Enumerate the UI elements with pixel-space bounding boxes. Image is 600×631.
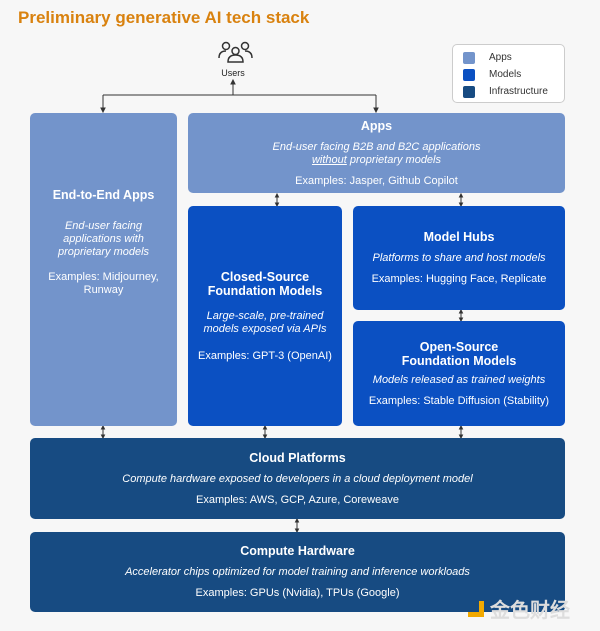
models-swatch (463, 68, 475, 81)
compute-hardware-box: Compute Hardware Accelerator chips optim… (30, 532, 565, 612)
legend: Apps Models Infrastructure (452, 44, 565, 103)
model-hubs-box: Model Hubs Platforms to share and host m… (353, 206, 565, 310)
box-examples: Examples: Jasper, Github Copilot (295, 174, 458, 187)
apps-swatch (463, 51, 475, 64)
watermark-text: 金色财经 (490, 600, 570, 622)
box-title: Compute Hardware (240, 544, 355, 558)
open-source-models-box: Open-Source Foundation Models Models rel… (353, 321, 565, 426)
box-examples: Examples: Midjourney, Runway (48, 271, 159, 296)
box-description: Accelerator chips optimized for model tr… (125, 566, 470, 578)
box-examples: Examples: AWS, GCP, Azure, Coreweave (196, 493, 399, 506)
users-icon (218, 41, 253, 63)
box-examples: Examples: Hugging Face, Replicate (371, 273, 547, 285)
legend-item-models: Models (463, 66, 554, 83)
box-title: End-to-End Apps (52, 188, 155, 202)
apps-box: Apps End-user facing B2B and B2C applica… (188, 113, 565, 193)
box-title: Model Hubs (423, 230, 495, 244)
watermark-logo-icon (468, 600, 484, 617)
legend-label: Models (489, 69, 522, 80)
box-description: Compute hardware exposed to developers i… (122, 472, 473, 485)
end-to-end-apps-box: End-to-End Apps End-user facing applicat… (30, 113, 177, 426)
watermark: 金色财经 (468, 594, 570, 623)
box-description: Large-scale, pre-trained models exposed … (203, 309, 327, 335)
box-title: Cloud Platforms (249, 450, 346, 465)
legend-item-apps: Apps (463, 49, 554, 66)
legend-item-infrastructure: Infrastructure (463, 83, 554, 100)
box-examples: Examples: GPUs (Nvidia), TPUs (Google) (195, 587, 400, 599)
legend-label: Apps (489, 52, 512, 63)
cloud-platforms-box: Cloud Platforms Compute hardware exposed… (30, 438, 565, 519)
infrastructure-swatch (463, 85, 475, 98)
box-title: Open-Source Foundation Models (401, 339, 517, 368)
box-title: Closed-Source Foundation Models (207, 269, 323, 298)
page-title: Preliminary generative AI tech stack (18, 8, 310, 27)
box-description: Models released as trained weights (372, 373, 546, 386)
box-title: Apps (360, 118, 393, 133)
box-description: End-user facing B2B and B2C applications… (272, 140, 481, 166)
closed-source-models-box: Closed-Source Foundation Models Large-sc… (188, 206, 342, 426)
box-description: End-user facing applications with propri… (57, 220, 150, 258)
box-examples: Examples: Stable Diffusion (Stability) (368, 394, 550, 407)
users-label: Users (221, 68, 245, 78)
double-arrows (100, 192, 464, 534)
legend-label: Infrastructure (489, 86, 548, 97)
box-examples: Examples: GPT-3 (OpenAI) (198, 349, 332, 362)
box-description: Platforms to share and host models (372, 252, 546, 264)
